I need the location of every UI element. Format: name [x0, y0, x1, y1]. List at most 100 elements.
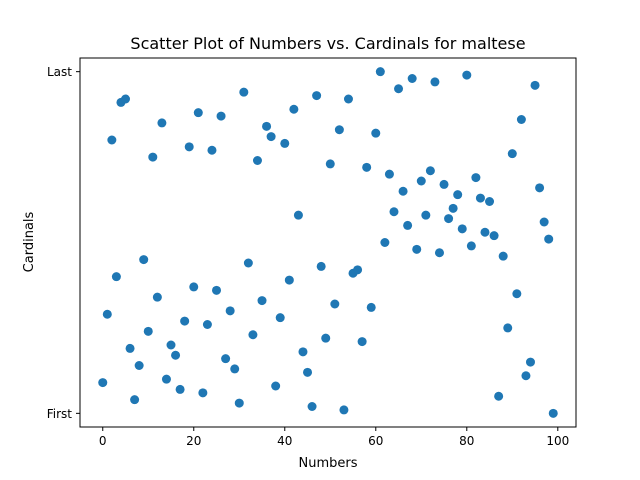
data-point — [362, 162, 372, 172]
data-point — [507, 149, 517, 159]
x-tick-label: 100 — [546, 434, 569, 448]
data-point — [512, 289, 522, 299]
x-axis-ticks: 0 20 40 60 80 100 — [99, 427, 569, 448]
data-point — [161, 374, 171, 384]
data-point — [394, 84, 404, 94]
chart-title: Scatter Plot of Numbers vs. Cardinals fo… — [130, 34, 525, 53]
y-tick-label: Last — [47, 65, 72, 79]
data-point — [530, 80, 540, 90]
data-point — [225, 306, 235, 316]
data-point — [316, 261, 326, 271]
x-tick-label: 60 — [368, 434, 383, 448]
data-point — [207, 145, 217, 155]
data-point — [130, 395, 140, 405]
data-point — [339, 405, 349, 415]
data-point — [389, 207, 399, 217]
data-point — [434, 248, 444, 258]
data-point — [271, 381, 281, 391]
data-point — [193, 108, 203, 118]
data-point — [243, 258, 253, 268]
data-point — [453, 190, 463, 200]
data-point — [471, 173, 481, 183]
data-point — [439, 179, 449, 189]
data-point — [266, 132, 276, 142]
data-point — [539, 217, 549, 227]
data-point — [239, 87, 249, 97]
data-point — [252, 156, 262, 165]
data-point — [384, 169, 394, 179]
data-point — [257, 296, 267, 306]
data-point — [448, 203, 458, 213]
data-point — [148, 152, 158, 162]
data-point — [430, 77, 440, 87]
data-point — [480, 227, 490, 237]
data-point — [312, 91, 322, 101]
data-point — [280, 138, 290, 148]
data-point — [494, 391, 504, 401]
data-point — [371, 128, 381, 138]
x-tick-label: 0 — [99, 434, 107, 448]
data-point — [366, 302, 376, 312]
y-axis-label: Cardinals — [22, 211, 37, 272]
data-point — [503, 323, 513, 333]
data-point — [475, 193, 485, 203]
data-point — [125, 343, 135, 353]
data-point — [134, 361, 144, 370]
data-point — [343, 94, 353, 104]
data-point — [262, 121, 272, 131]
y-tick-label: First — [47, 407, 73, 421]
data-point — [334, 125, 344, 135]
data-point — [303, 367, 313, 377]
data-point — [152, 292, 162, 302]
data-point — [107, 135, 117, 145]
data-point — [221, 354, 231, 364]
data-point — [175, 384, 185, 394]
data-point — [139, 255, 149, 265]
data-point — [198, 388, 208, 398]
data-point — [180, 316, 190, 326]
points-layer — [98, 67, 558, 418]
data-point — [98, 378, 108, 388]
data-point — [230, 364, 240, 374]
data-point — [111, 272, 121, 282]
data-point — [516, 115, 526, 124]
data-point — [307, 402, 317, 411]
data-point — [102, 309, 112, 319]
data-point — [485, 197, 495, 206]
x-tick-label: 80 — [459, 434, 474, 448]
data-point — [293, 210, 303, 220]
data-point — [544, 234, 554, 244]
data-point — [171, 350, 181, 360]
data-point — [216, 111, 226, 121]
data-point — [353, 265, 363, 275]
data-point — [157, 118, 167, 128]
data-point — [325, 159, 335, 169]
data-point — [380, 238, 390, 247]
data-point — [202, 320, 212, 329]
data-point — [189, 282, 199, 292]
data-point — [234, 398, 244, 408]
y-axis-ticks: First Last — [47, 65, 80, 421]
data-point — [184, 142, 194, 152]
data-point — [121, 94, 131, 104]
data-point — [248, 330, 258, 340]
data-point — [498, 251, 508, 261]
data-point — [330, 299, 340, 309]
data-point — [489, 231, 499, 241]
data-point — [375, 67, 385, 77]
data-point — [457, 224, 467, 234]
data-point — [403, 220, 413, 230]
data-point — [548, 408, 558, 418]
data-point — [166, 340, 176, 350]
data-point — [421, 210, 431, 220]
data-point — [525, 357, 535, 367]
data-point — [444, 214, 454, 224]
data-point — [416, 176, 426, 186]
data-point — [425, 166, 435, 176]
data-point — [398, 186, 408, 196]
data-point — [212, 285, 222, 295]
data-point — [298, 347, 308, 357]
x-axis-label: Numbers — [299, 456, 358, 471]
plot-area-frame — [79, 57, 577, 428]
